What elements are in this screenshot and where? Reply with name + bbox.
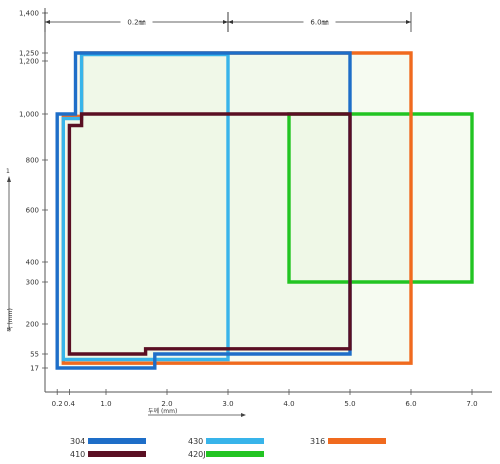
x-tick-label: 6.0: [405, 400, 416, 408]
dimension-annotation: 6.0㎜: [227, 12, 412, 32]
dimension-label: 0.2㎜: [127, 19, 145, 27]
x-tick-label: 3.0: [222, 400, 233, 408]
series-region-304: [55, 51, 352, 370]
x-tick-label: 2.0: [161, 400, 172, 408]
series-region-410: [67, 112, 352, 356]
legend-label: 304: [70, 437, 85, 446]
x-tick-label: 5.0: [344, 400, 355, 408]
axes: [44, 8, 492, 393]
y-tick-label: 17: [30, 365, 39, 373]
x-ticks: 0.2 0.4 1.0 2.0 3.0 4.0 5.0 6.0 7.0: [52, 389, 478, 408]
legend-label: 410: [70, 450, 85, 459]
legend-swatch: [206, 438, 264, 444]
legend-swatch: [88, 451, 146, 457]
y-tick-label: 1,400: [19, 10, 39, 18]
x-tick-label: 1.0: [100, 400, 111, 408]
dimension-arrowhead: [45, 20, 50, 24]
y-tick-label: 800: [26, 157, 39, 165]
y-tick-label: 1,000: [19, 111, 39, 119]
y-axis-title: 폭 (mm): [7, 308, 14, 332]
legend-label: 420J1: [188, 450, 211, 459]
dimension-arrowhead: [406, 20, 411, 24]
y-tick-label: 600: [26, 207, 39, 215]
y-tick-label: 1,250: [19, 50, 39, 58]
y-arrow-label: 1: [6, 168, 10, 175]
axis-titles: 두께 (mm) 폭 (mm) 1: [6, 168, 246, 417]
legend-item: 410: [70, 450, 146, 459]
dimension-arrowhead: [223, 20, 228, 24]
x-tick-label: 7.0: [466, 400, 477, 408]
legend-item: 430: [188, 437, 264, 446]
dimension-annotation: 0.2㎜: [44, 12, 229, 32]
x-axis-title: 두께 (mm): [148, 407, 177, 415]
y-tick-label: 1,200: [19, 58, 39, 66]
x-axis-arrowhead: [241, 413, 246, 417]
y-tick-label: 200: [26, 321, 39, 329]
legend-label: 316: [310, 437, 325, 446]
legend-swatch: [328, 438, 386, 444]
annotations: 0.2㎜ 6.0㎜: [44, 12, 412, 32]
y-tick-label: 300: [26, 279, 39, 287]
legend: 304 410 430 420J1 316: [70, 437, 386, 459]
dimension-arrowhead: [228, 20, 233, 24]
legend-item: 420J1: [188, 450, 264, 459]
series-regions: [55, 51, 474, 370]
y-axis-arrowhead: [7, 176, 11, 182]
x-tick-label: 0.4: [64, 400, 76, 408]
legend-swatch: [88, 438, 146, 444]
legend-item: 316: [310, 437, 386, 446]
region-outlines: [55, 51, 474, 370]
region-fills: [57, 53, 472, 368]
y-tick-label: 55: [30, 351, 39, 359]
legend-swatch: [206, 451, 264, 457]
dimension-label: 6.0㎜: [310, 19, 328, 27]
region-fill-316: [63, 53, 412, 364]
x-tick-label: 0.2: [52, 400, 63, 408]
x-tick-label: 4.0: [283, 400, 294, 408]
legend-item: 304: [70, 437, 146, 446]
legend-label: 430: [188, 437, 203, 446]
y-tick-label: 400: [26, 259, 39, 267]
